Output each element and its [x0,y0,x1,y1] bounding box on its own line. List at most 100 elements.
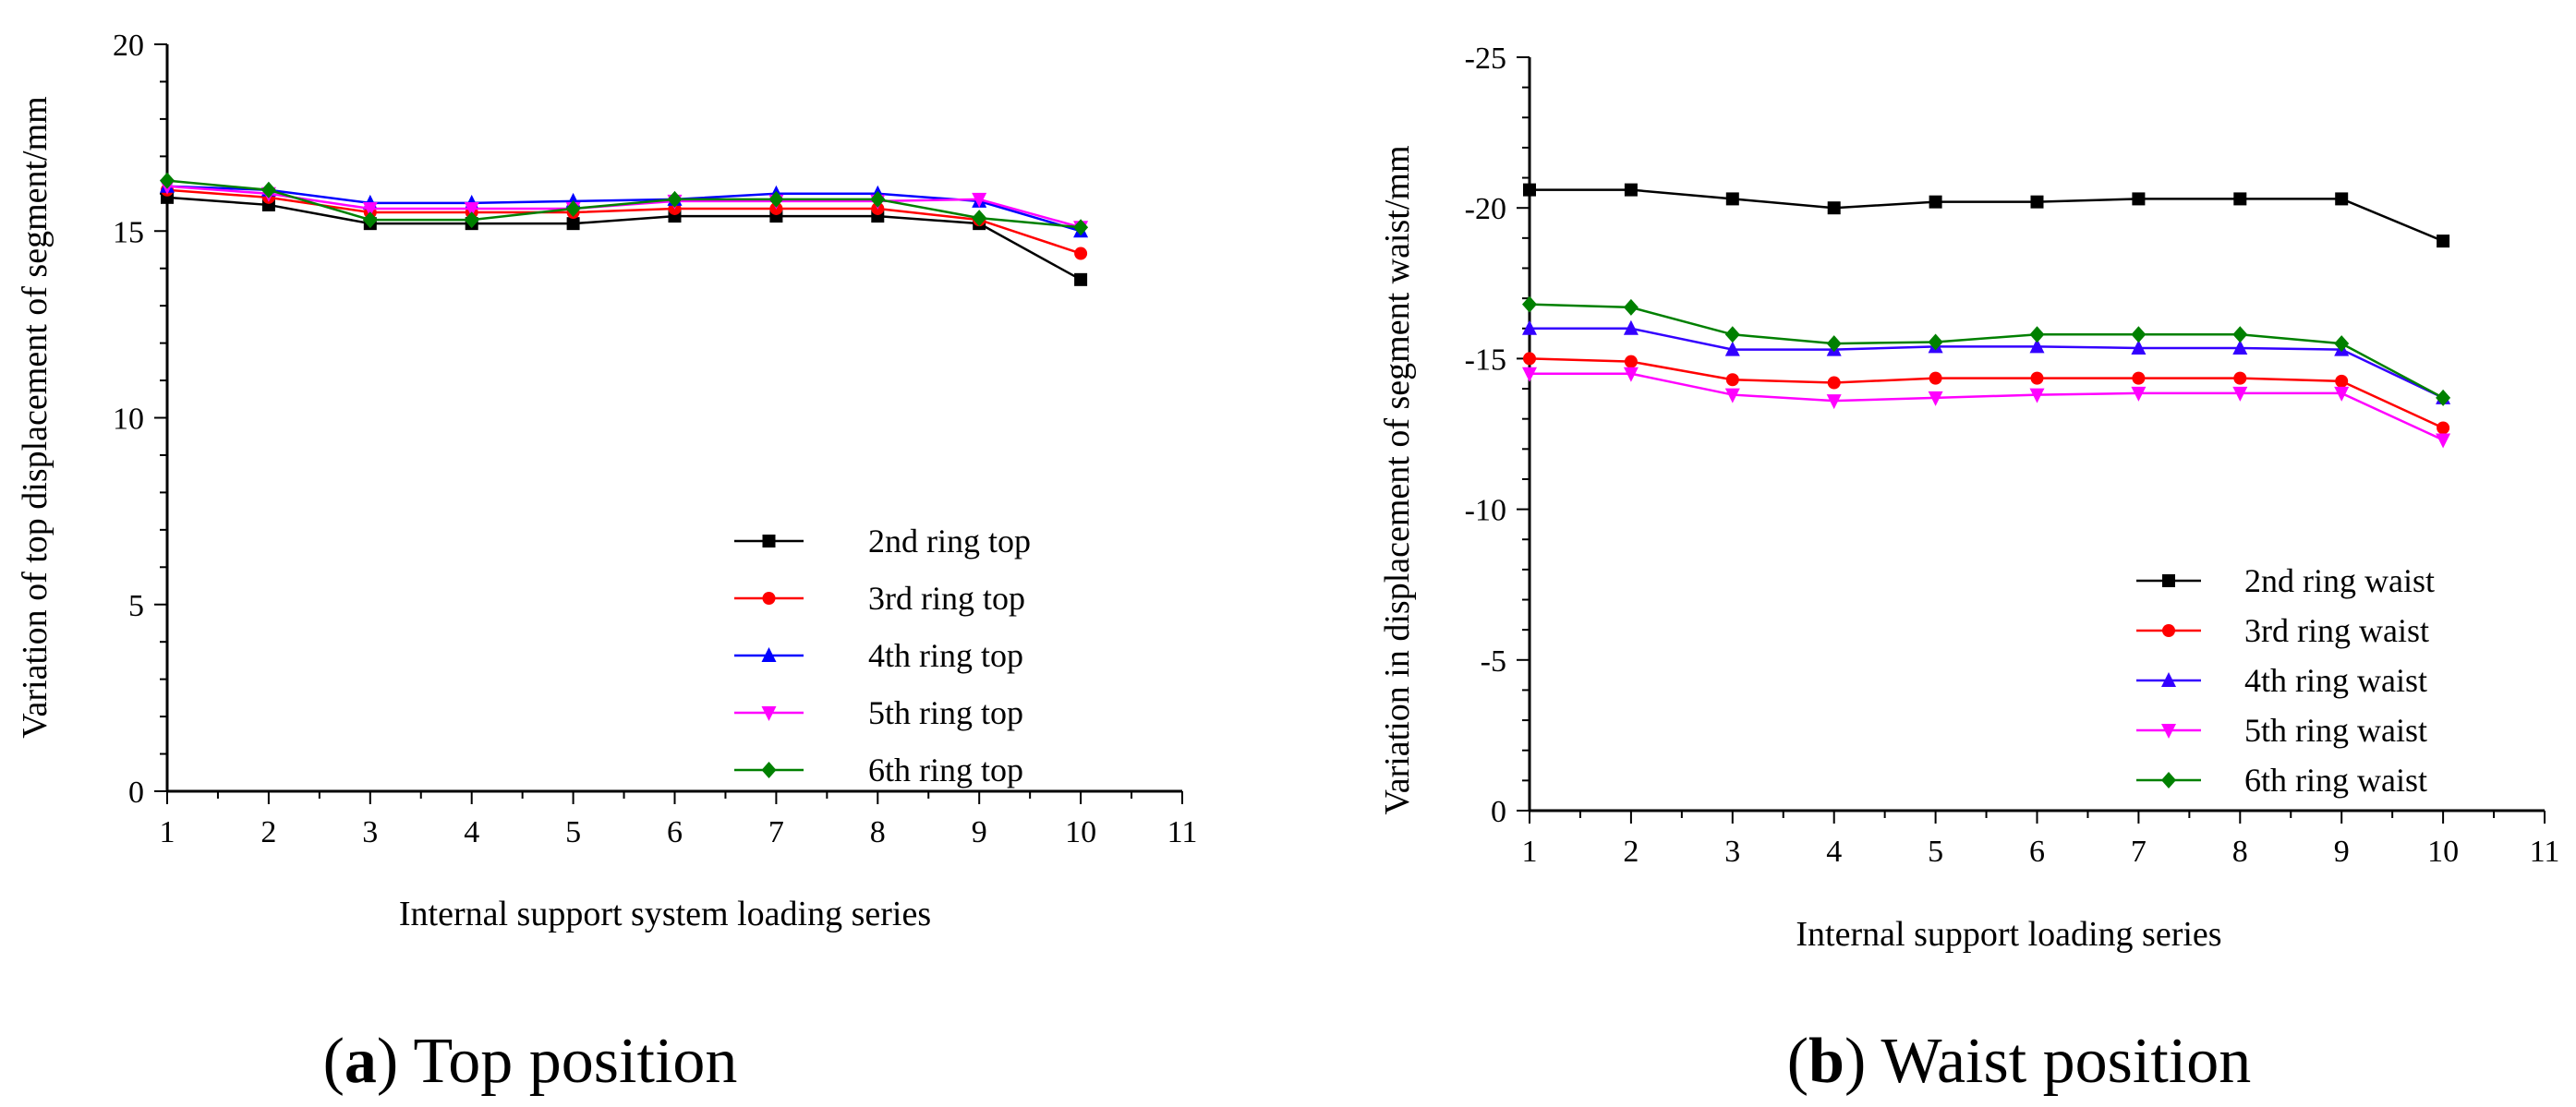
data-point [1074,272,1088,286]
series-line [166,185,1082,233]
series-line [1529,357,2444,429]
panel-a-caption-text: Top position [413,1026,737,1097]
series-line [166,179,1082,229]
data-point [1724,341,1740,356]
data-point [1624,183,1638,197]
data-point [2029,388,2045,403]
data-point [1073,219,1089,236]
y-tick-label: 5 [128,589,144,623]
panel-b-caption-text: Waist position [1881,1026,2252,1097]
y-tick-label: -15 [1465,343,1506,377]
legend-marker [2161,672,2176,687]
data-point [260,181,276,199]
y-tick-label: 0 [1491,795,1506,829]
data-point [1523,183,1536,197]
data-point [2335,192,2349,206]
data-point [2233,371,2247,385]
data-point [2232,326,2248,343]
panel-b-caption: (b) Waist position [1787,1026,2252,1097]
data-point [972,210,987,227]
legend-marker [761,706,777,721]
panel-a-x-ticks: 1 2 3 4 5 6 7 8 9 10 11 [160,791,1198,849]
x-tick-label: 1 [160,815,175,849]
x-tick-label: 8 [2232,835,2248,869]
data-point [1522,367,1537,382]
legend-marker [2161,772,2176,788]
data-point [1928,333,1943,351]
panel-a-y-ticks: 0 5 10 15 20 [113,29,167,810]
data-point [1623,319,1639,335]
x-tick-label: 9 [2334,835,2350,869]
x-tick-label: 3 [1724,835,1740,869]
panel-a-chart: 1 2 3 4 5 6 7 8 9 10 11 0 5 10 15 20 Internal support … [16,29,1197,1097]
data-point [2334,335,2350,353]
data-point [1624,355,1638,368]
series-line [1530,188,2444,243]
series-line [1530,372,2444,441]
data-point [2233,192,2247,206]
x-tick-label: 5 [1928,835,1943,869]
data-point [565,199,581,217]
x-tick-label: 7 [2131,835,2147,869]
legend-entry: 3rd ring waist [2136,612,2429,649]
data-point [1522,319,1537,335]
data-point [2131,326,2147,343]
y-tick-label: -5 [1481,644,1506,679]
legend-entry: 2nd ring waist [2136,562,2435,599]
x-tick-label: 4 [1826,835,1842,869]
data-point [2029,326,2045,343]
legend-entry: 5th ring waist [2136,712,2427,749]
legend-entry: 2nd ring top [734,523,1031,560]
legend-marker [761,762,777,778]
panel-b-y-axis-title: Variation in displacement of segment wai… [1378,145,1417,814]
legend-label: 4th ring top [868,637,1023,674]
x-tick-label: 8 [870,815,886,849]
data-point [2132,371,2146,385]
data-point [362,211,378,229]
panel-a-y-axis-title: Variation of top displacement of segment… [16,96,54,738]
data-point [2131,339,2147,355]
panel-a-caption-letter: a [345,1026,377,1097]
legend-label: 5th ring waist [2244,712,2427,749]
x-tick-label: 11 [1167,815,1198,849]
data-point [2436,433,2451,449]
panel-a-x-axis-title: Internal support system loading series [399,895,931,933]
data-point [768,190,784,208]
data-point [1623,298,1639,316]
data-point [1826,335,1842,353]
x-tick-label: 5 [565,815,581,849]
y-tick-label: 10 [113,403,144,437]
legend-entry: 3rd ring top [734,580,1025,617]
panel-b-series [1522,183,2451,449]
panel-b-chart: 1 2 3 4 5 6 7 8 9 10 11 0 -5 -10 -15 -20 -25 Internal s… [1378,42,2559,1097]
legend-label: 5th ring top [868,694,1023,731]
series-5 [1522,295,2451,406]
legend-label: 6th ring top [868,752,1023,788]
data-point [870,190,886,208]
data-point [1827,201,1841,215]
legend-entry: 4th ring waist [2136,662,2427,699]
x-tick-label: 1 [1522,835,1538,869]
panel-a-series [160,172,1089,286]
data-point [1523,352,1536,366]
series-line [1530,327,2444,399]
data-point [2437,235,2450,248]
data-point [464,201,479,217]
x-tick-label: 4 [464,815,479,849]
y-tick-label: 15 [113,215,144,249]
panel-b-x-axis-title: Internal support loading series [1796,915,2221,954]
data-point [566,217,580,231]
legend-label: 3rd ring top [868,580,1025,617]
data-point [2335,374,2349,388]
data-point [667,190,683,208]
panel-b-x-ticks: 1 2 3 4 5 6 7 8 9 10 11 [1522,811,2559,869]
panel-b-y-ticks: 0 -5 -10 -15 -20 -25 [1465,42,1530,829]
data-point [1623,367,1639,382]
data-point [1522,295,1537,313]
panel-a-legend: 2nd ring top 3rd ring top 4th ring top 5th … [734,523,1031,788]
legend-label: 4th ring waist [2244,662,2427,699]
y-tick-label: -20 [1465,192,1506,226]
data-point [2030,371,2044,385]
